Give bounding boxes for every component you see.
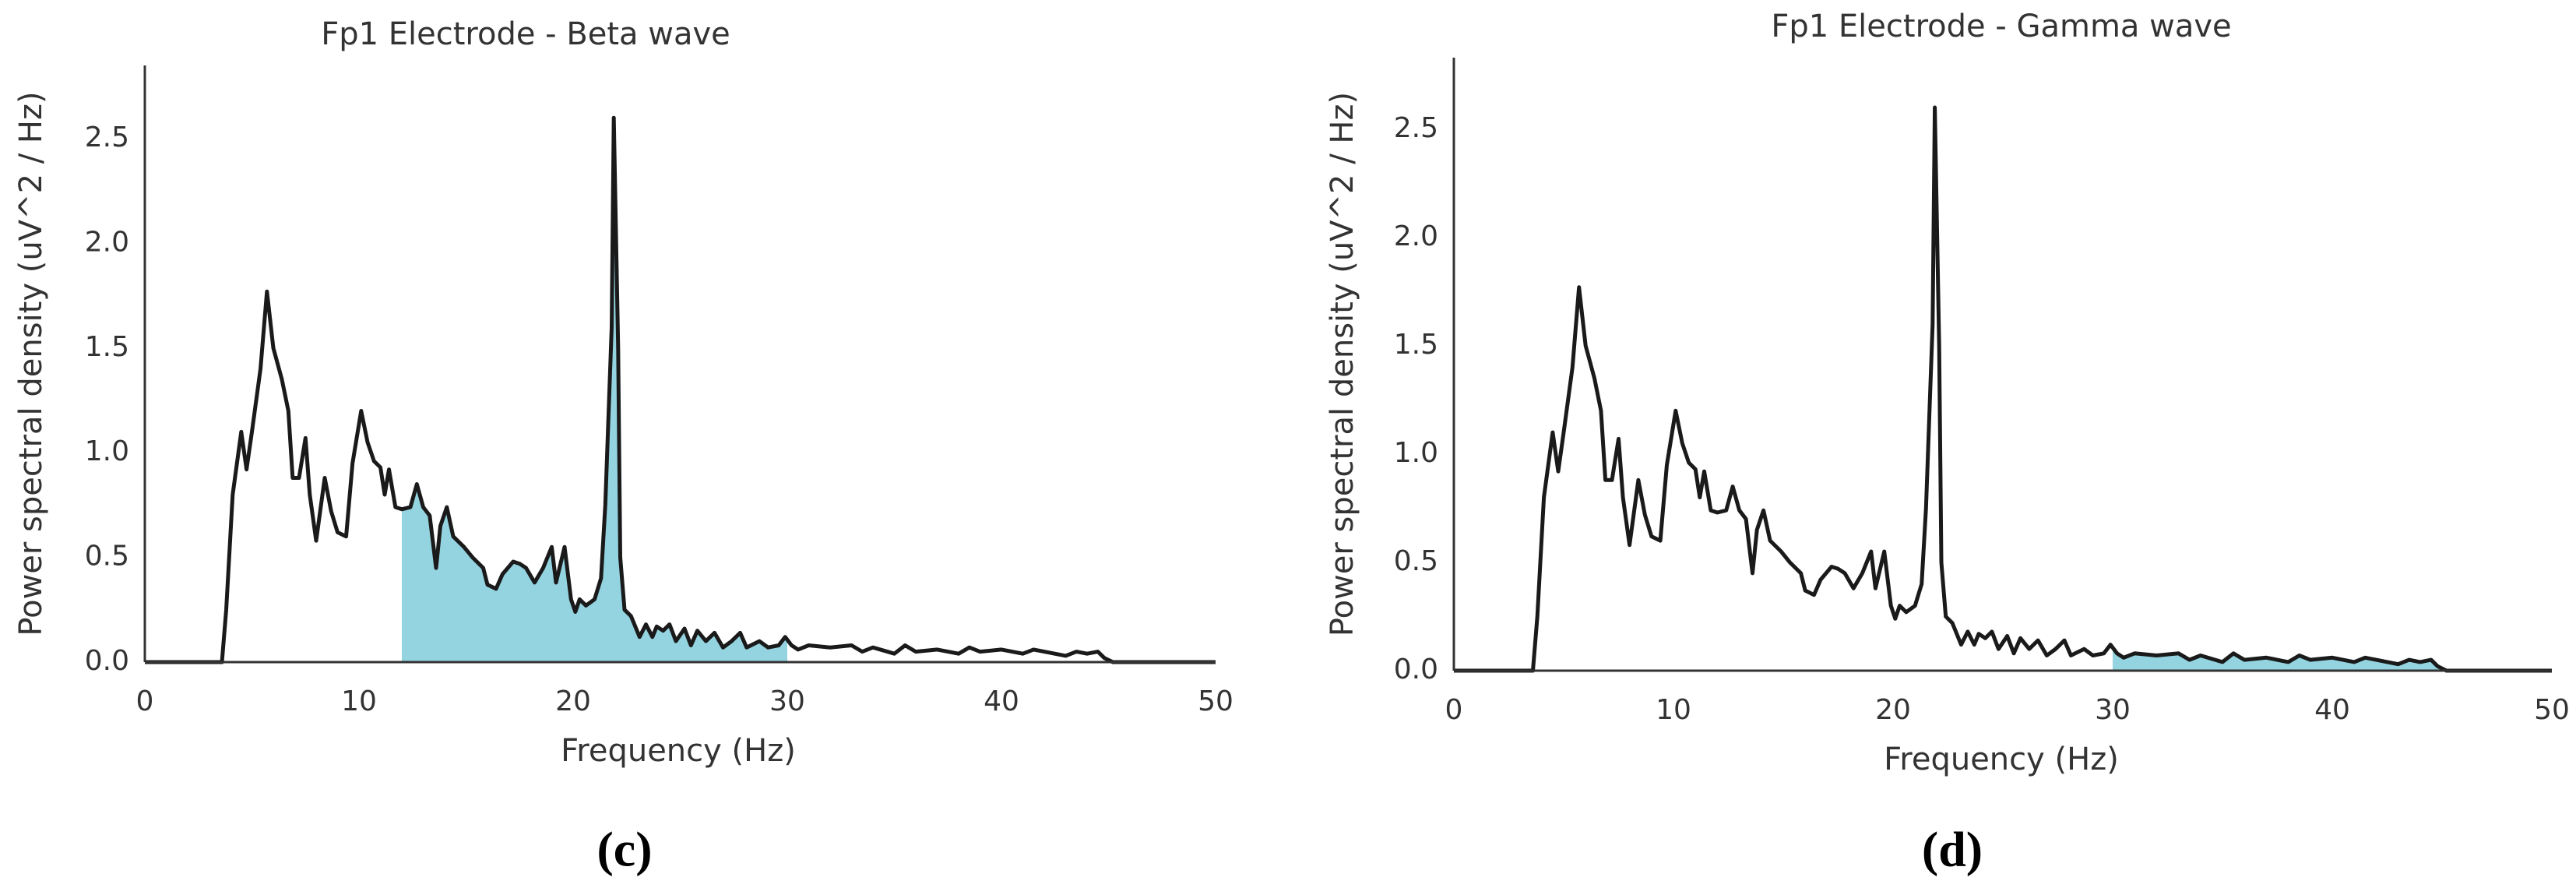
y-tick-label: 1.0 [1394, 437, 1438, 469]
y-axis-label: Power spectral density (uV^2 / Hz) [13, 91, 49, 636]
x-tick-label: 0 [1445, 694, 1463, 726]
x-tick-label: 0 [136, 685, 154, 717]
y-axis-label: Power spectral density (uV^2 / Hz) [1325, 92, 1360, 636]
chart-title: Fp1 Electrode - Gamma wave [1771, 9, 2231, 44]
x-tick-label: 20 [555, 685, 591, 717]
y-tick-label: 2.5 [1394, 112, 1438, 144]
psd-line [145, 115, 1216, 664]
caption: (c) [596, 822, 652, 877]
y-tick-label: 0.5 [1394, 545, 1438, 577]
x-tick-label: 30 [2095, 694, 2131, 726]
x-tick-label: 40 [2314, 694, 2350, 726]
x-tick-label: 50 [2534, 694, 2570, 726]
y-tick-label: 2.0 [1394, 220, 1438, 252]
x-tick-label: 30 [769, 685, 805, 717]
band-fill [402, 118, 787, 662]
y-tick-label: 2.5 [85, 122, 129, 153]
x-tick-label: 40 [984, 685, 1019, 717]
y-tick-label: 0.5 [85, 541, 129, 573]
y-tick-label: 1.0 [85, 435, 129, 467]
y-tick-label: 0.0 [1394, 654, 1438, 685]
chart-title: Fp1 Electrode - Beta wave [321, 16, 730, 52]
y-tick-label: 1.5 [85, 331, 129, 363]
x-tick-label: 20 [1875, 694, 1911, 726]
x-tick-label: 10 [1656, 694, 1691, 726]
y-tick-label: 2.0 [85, 226, 129, 258]
x-axis-label: Frequency (Hz) [1884, 742, 2119, 777]
y-tick-label: 1.5 [1394, 329, 1438, 361]
psd-line [1454, 105, 2552, 673]
caption: (d) [1922, 822, 1983, 877]
x-tick-label: 10 [341, 685, 377, 717]
x-tick-label: 50 [1198, 685, 1233, 717]
band-fill [2113, 647, 2442, 671]
x-axis-label: Frequency (Hz) [561, 733, 796, 769]
y-tick-label: 0.0 [85, 645, 129, 677]
